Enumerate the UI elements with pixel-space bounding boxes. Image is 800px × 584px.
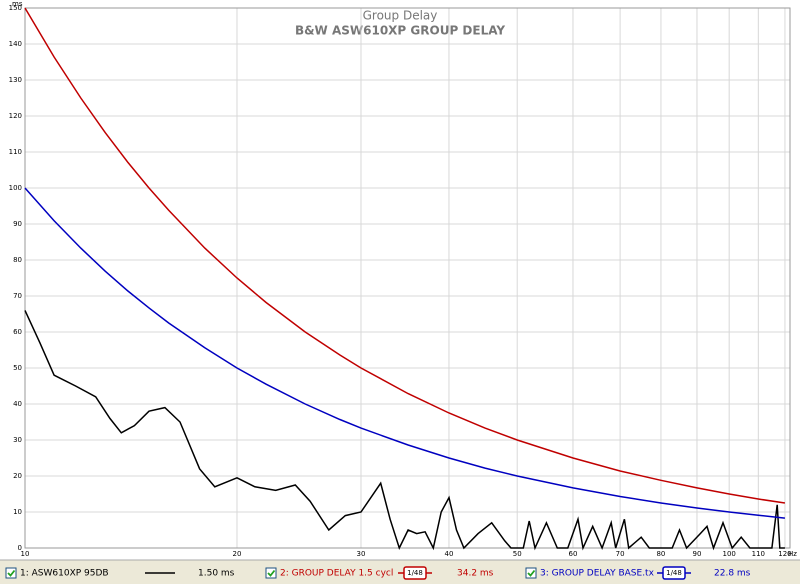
legend-entry[interactable]: 2: GROUP DELAY 1.5 cycl 1/48 34.2 ms [265,566,494,580]
legend-checkbox[interactable] [265,567,277,579]
legend-readout: 1.50 ms [198,569,235,579]
y-tick-label: 120 [9,112,22,120]
chart-subtitle: B&W ASW610XP GROUP DELAY [295,24,505,38]
x-tick-label: 60 [569,550,578,558]
legend-entry[interactable]: 1: ASW610XP 95DB 1.50 ms [5,567,235,579]
smoothing-icon [662,566,686,580]
y-axis-label: ms [12,0,23,8]
legend-label: 3: GROUP DELAY BASE.tx [540,569,655,579]
x-tick-label: 90 [693,550,702,558]
x-tick-label: 100 [722,550,735,558]
legend-label: 2: GROUP DELAY 1.5 cycl [280,569,393,579]
checkmark [527,569,536,577]
x-tick-label: 120 [778,550,791,558]
checkmark [267,569,276,577]
checkmark [7,569,16,577]
y-tick-label: 90 [13,220,22,228]
x-tick-label: 10 [21,550,30,558]
legend-checkbox[interactable] [5,567,17,579]
y-tick-label: 40 [13,400,22,408]
y-tick-label: 80 [13,256,22,264]
legend-label: 1: ASW610XP 95DB [20,569,109,579]
legend-readout: 22.8 ms [714,569,751,579]
x-axis-label: Hz [788,550,797,558]
y-tick-label: 140 [9,40,22,48]
y-tick-label: 50 [13,364,22,372]
smoothing-label: 1/48 [407,569,423,577]
x-tick-label: 70 [616,550,625,558]
y-tick-label: 110 [9,148,22,156]
x-tick-label: 30 [357,550,366,558]
x-tick-label: 80 [656,550,665,558]
plot-frame [24,7,791,549]
y-tick-label: 150 [9,4,22,12]
y-tick-label: 100 [9,184,22,192]
y-tick-label: 130 [9,76,22,84]
y-tick-label: 30 [13,436,22,444]
y-tick-label: 70 [13,292,22,300]
y-tick-label: 60 [13,328,22,336]
smoothing-icon [403,566,427,580]
legend-checkbox[interactable] [525,567,537,579]
series-line [24,310,785,551]
chart-title: Group Delay [363,9,438,23]
series-line [24,7,786,504]
x-tick-label: 110 [752,550,765,558]
series-line [24,187,785,519]
x-tick-label: 40 [445,550,454,558]
legend-entry[interactable]: 3: GROUP DELAY BASE.tx 1/48 22.8 ms [525,566,751,580]
y-tick-label: 20 [13,472,22,480]
y-tick-label: 10 [13,508,22,516]
legend-readout: 34.2 ms [457,569,494,579]
x-tick-label: 20 [233,550,242,558]
y-tick-label: 0 [18,544,22,552]
smoothing-label: 1/48 [666,569,682,577]
x-tick-label: 50 [513,550,522,558]
